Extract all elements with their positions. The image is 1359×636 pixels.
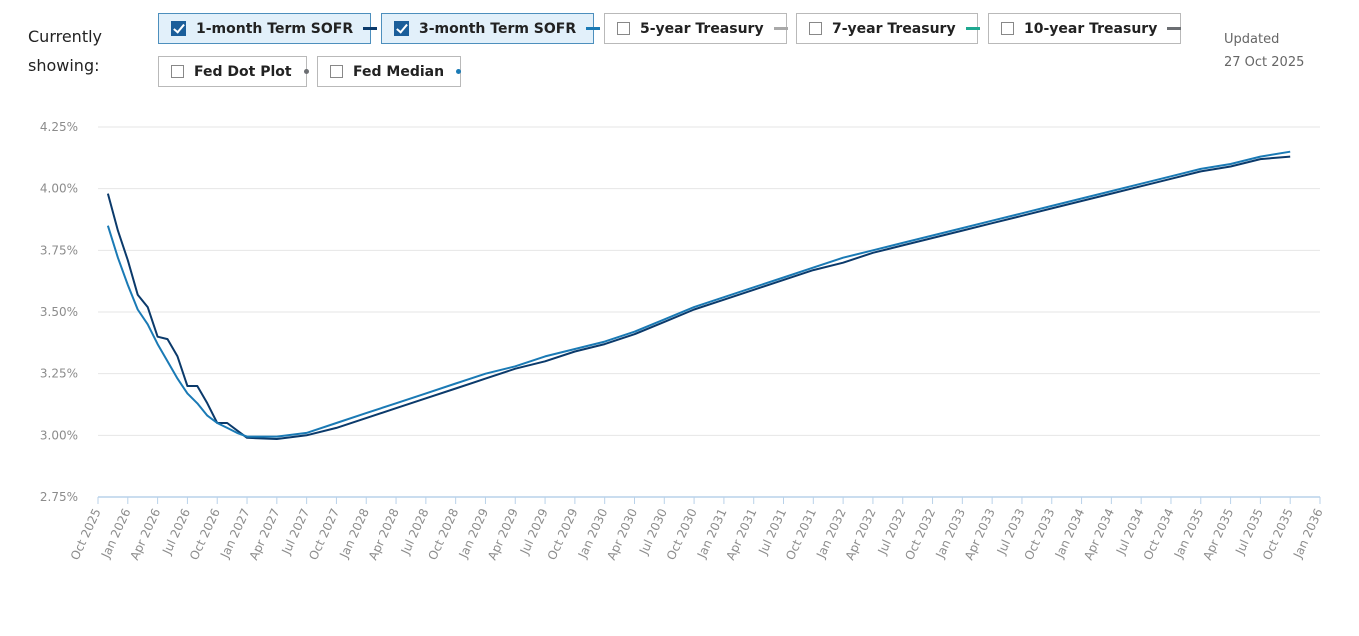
x-tick-label: Apr 2031 (723, 506, 759, 562)
updated-label: Updated (1224, 32, 1280, 47)
x-tick-label: Apr 2026 (127, 506, 163, 562)
x-tick-label: Jul 2028 (398, 506, 432, 557)
series-line-1-month-term-sofr (106, 155, 1291, 440)
x-tick-label: Jul 2032 (875, 506, 909, 557)
toggle-label: Fed Dot Plot (194, 63, 292, 80)
x-tick-label: Jan 2036 (1290, 506, 1325, 561)
legend-dot-icon (303, 69, 309, 74)
toggle-label: Fed Median (353, 63, 445, 80)
x-tick-label: Apr 2027 (247, 506, 283, 562)
x-tick-label: Jul 2026 (159, 506, 193, 557)
checkbox-icon[interactable] (171, 65, 184, 78)
legend-line-icon (773, 27, 788, 30)
x-tick-label: Jul 2027 (279, 506, 313, 557)
x-tick-label: Apr 2035 (1200, 506, 1236, 562)
y-tick-label: 2.75% (40, 490, 78, 504)
x-tick-label: Apr 2030 (604, 506, 640, 562)
y-tick-label: 4.25% (40, 120, 78, 134)
x-tick-label: Jul 2030 (636, 506, 670, 557)
toggle-fed-dot-plot[interactable]: Fed Dot Plot (158, 56, 309, 87)
checkbox-icon[interactable] (330, 65, 343, 78)
y-tick-label: 3.50% (40, 305, 78, 319)
legend-line-icon (586, 27, 601, 30)
y-tick-label: 3.25% (40, 367, 78, 381)
y-tick-label: 4.00% (40, 182, 78, 196)
legend-dot-icon (456, 69, 462, 74)
toggle-5-year-treasury[interactable]: 5-year Treasury (604, 13, 788, 44)
toggle-label: 7-year Treasury (832, 20, 956, 37)
toggle-label: 5-year Treasury (640, 20, 764, 37)
y-tick-label: 3.75% (40, 243, 78, 257)
checkbox-icon[interactable] (617, 22, 630, 35)
x-tick-label: Jul 2033 (994, 506, 1028, 557)
checkbox-icon[interactable] (1001, 22, 1014, 35)
y-tick-label: 3.00% (40, 428, 78, 442)
checkbox-icon[interactable] (809, 22, 822, 35)
x-tick-label: Jul 2034 (1113, 506, 1147, 557)
toggle-10-year-treasury[interactable]: 10-year Treasury (988, 13, 1182, 44)
series-lines (106, 150, 1291, 440)
toggle-label: 1-month Term SOFR (196, 20, 354, 37)
legend-line-icon (1167, 27, 1182, 30)
checkbox-checked-icon[interactable] (394, 21, 409, 36)
toggle-1-month-term-sofr[interactable]: 1-month Term SOFR (158, 13, 378, 44)
y-axis: 4.25% 4.00% 3.75% 3.50% 3.25% 3.00% 2.75% (40, 120, 78, 504)
updated-info: Updated 27 Oct 2025 (1224, 28, 1304, 74)
legend-line-icon (965, 27, 980, 30)
currently-showing-label: Currently showing: (28, 27, 103, 75)
x-tick-label: Apr 2029 (485, 506, 521, 562)
toggle-3-month-term-sofr[interactable]: 3-month Term SOFR (381, 13, 601, 44)
toggle-label: 3-month Term SOFR (419, 20, 577, 37)
x-tick-label: Apr 2034 (1081, 506, 1117, 562)
toggle-fed-median[interactable]: Fed Median (317, 56, 462, 87)
x-tick-label: Apr 2033 (962, 506, 998, 562)
x-tick-label: Apr 2028 (366, 506, 402, 562)
series-line-3-month-term-sofr (106, 150, 1291, 438)
toggle-label: 10-year Treasury (1024, 20, 1158, 37)
x-tick-label: Jul 2035 (1232, 506, 1266, 557)
x-tick-label: Apr 2032 (843, 506, 879, 562)
checkbox-checked-icon[interactable] (171, 21, 186, 36)
x-tick-label: Jul 2031 (755, 506, 789, 557)
x-tick-label: Jul 2029 (517, 506, 551, 557)
toggle-7-year-treasury[interactable]: 7-year Treasury (796, 13, 980, 44)
gridlines (98, 126, 1320, 436)
updated-date: 27 Oct 2025 (1224, 55, 1305, 70)
legend-line-icon (363, 27, 378, 30)
